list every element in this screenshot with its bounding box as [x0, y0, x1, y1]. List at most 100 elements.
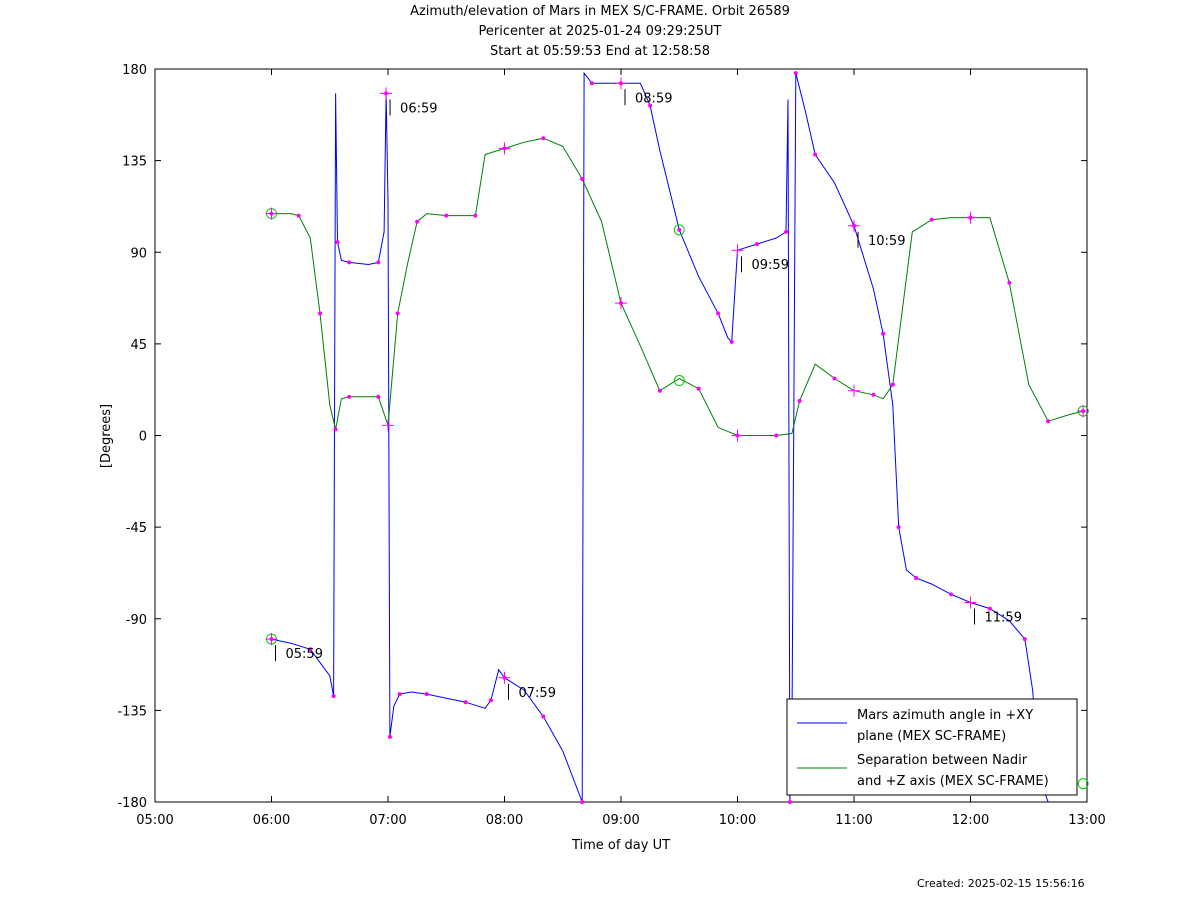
data-point — [1022, 637, 1027, 642]
data-point — [397, 692, 402, 697]
y-tick-label: -45 — [126, 521, 147, 536]
x-tick-label: 11:00 — [835, 813, 872, 828]
annotation-label: 06:59 — [400, 101, 437, 116]
data-point — [787, 800, 792, 804]
data-point — [541, 714, 546, 719]
x-tick-label: 10:00 — [719, 813, 756, 828]
data-point — [415, 219, 420, 224]
annotation-label: 08:59 — [635, 91, 672, 106]
data-point — [677, 227, 682, 232]
data-point — [871, 392, 876, 397]
annotation-label: 05:59 — [286, 647, 323, 662]
legend-label: Mars azimuth angle in +XY — [857, 708, 1033, 723]
data-point — [716, 311, 721, 316]
plot-area: 05:00 06:00 07:00 08:00 09:00 10:00 11:00 12:00… — [117, 63, 1105, 828]
plus-marker — [265, 633, 278, 646]
data-point — [754, 242, 759, 247]
chart-title-line-1: Azimuth/elevation of Mars in MEX S/C-FRA… — [410, 4, 790, 19]
y-tick-label: 45 — [130, 338, 147, 353]
legend-label: Separation between Nadir — [857, 753, 1028, 768]
circle-marker — [1077, 778, 1089, 790]
annotation-label: 07:59 — [519, 686, 556, 701]
legend-label: and +Z axis (MEX SC-FRAME) — [857, 774, 1049, 789]
data-point — [1046, 419, 1051, 424]
data-point — [296, 213, 301, 218]
data-point — [473, 213, 478, 218]
plus-marker — [848, 219, 860, 232]
plus-marker — [848, 384, 860, 397]
data-point — [308, 647, 313, 652]
series-line-azimuth — [271, 71, 1049, 803]
plus-marker — [498, 671, 511, 684]
created-timestamp: Created: 2025-02-15 15:56:16 — [917, 877, 1085, 890]
plus-marker — [382, 419, 394, 432]
data-point — [580, 176, 585, 181]
y-tick-label: 135 — [122, 155, 147, 170]
data-point — [488, 698, 493, 703]
plus-marker — [964, 211, 977, 224]
data-point — [387, 734, 392, 739]
annotation-label: 10:59 — [868, 234, 905, 249]
data-point — [347, 260, 352, 265]
data-point — [318, 311, 323, 316]
data-point — [696, 386, 701, 391]
data-point — [395, 311, 400, 316]
data-point — [797, 398, 802, 403]
plus-marker — [498, 142, 511, 155]
data-point — [949, 592, 954, 597]
annotation-label: 09:59 — [752, 258, 789, 273]
plus-marker — [964, 596, 977, 609]
data-point — [589, 81, 594, 86]
data-point — [832, 376, 837, 381]
chart-title-line-2: Pericenter at 2025-01-24 09:29:25UT — [478, 24, 722, 39]
plus-marker — [380, 87, 393, 100]
plus-marker — [1077, 405, 1090, 418]
x-tick-label: 06:00 — [253, 813, 290, 828]
data-point — [331, 694, 336, 699]
circle-marker — [673, 224, 685, 236]
data-point — [541, 136, 546, 141]
annotation-label: 11:59 — [985, 610, 1022, 625]
data-point — [729, 339, 734, 344]
data-point — [774, 433, 779, 438]
y-tick-label: -90 — [126, 613, 147, 628]
x-tick-label: 07:00 — [369, 813, 406, 828]
data-point — [784, 229, 789, 234]
data-point — [444, 213, 449, 218]
plus-marker — [731, 429, 744, 442]
x-tick-label: 09:00 — [602, 813, 639, 828]
data-point — [881, 331, 886, 336]
legend-box — [786, 698, 1078, 796]
chart-title-line-3: Start at 05:59:53 End at 12:58:58 — [489, 44, 711, 59]
series-line-separation — [271, 137, 1084, 436]
x-tick-label: 13:00 — [1068, 813, 1105, 828]
y-tick-label: -135 — [117, 704, 147, 719]
data-point — [333, 427, 338, 432]
data-point — [463, 700, 468, 705]
y-tick-label: -180 — [117, 796, 147, 811]
data-point — [987, 606, 992, 611]
plus-marker — [615, 297, 627, 310]
data-point — [1007, 280, 1012, 285]
data-point — [424, 692, 429, 697]
plot-frame — [154, 68, 1088, 803]
data-point — [813, 152, 818, 157]
plus-marker — [265, 207, 278, 220]
data-point — [648, 103, 653, 108]
plus-marker — [615, 77, 627, 90]
plus-marker — [731, 244, 744, 257]
data-point — [896, 525, 901, 530]
data-point — [376, 394, 381, 399]
y-tick-label: 0 — [139, 430, 147, 445]
y-tick-label: 180 — [122, 63, 147, 78]
circle-marker — [673, 375, 685, 387]
x-tick-label: 12:00 — [952, 813, 989, 828]
x-tick-label: 05:00 — [136, 813, 173, 828]
legend-label: plane (MEX SC-FRAME) — [857, 729, 1006, 744]
data-point — [793, 71, 798, 76]
x-tick-label: 08:00 — [486, 813, 523, 828]
data-point — [890, 382, 895, 387]
y-axis-label: [Degrees] — [99, 404, 114, 468]
data-point — [580, 800, 585, 804]
